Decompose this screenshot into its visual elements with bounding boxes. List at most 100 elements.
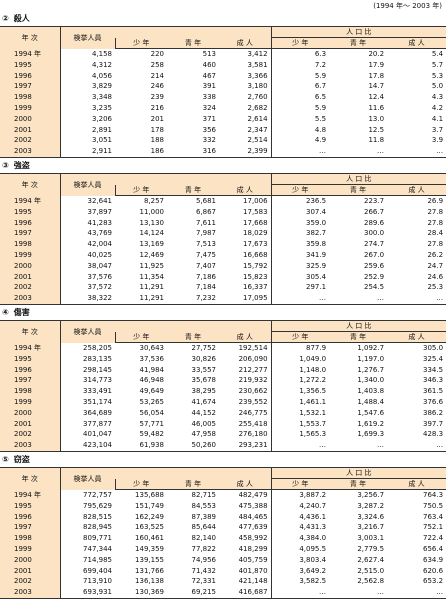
value-cell: 401,047 — [59, 429, 115, 441]
data-row: 2002 713,910 136,138 72,331 421,148 3,582.5 2,… — [0, 576, 446, 588]
year-cell: 1998 — [0, 92, 60, 103]
value-cell: 3,051 — [59, 135, 115, 147]
value-cell: 6,867 — [195, 207, 216, 216]
year-cell: 1995 — [0, 500, 60, 512]
value-cell: 1,461.1 — [270, 396, 330, 408]
value-cell: 71,432 — [191, 566, 217, 575]
value-cell: 57,771 — [139, 419, 165, 428]
year-cell: 1997 — [0, 81, 60, 93]
year-cell: 2001 — [0, 565, 60, 577]
year-cell: 1999 — [0, 396, 60, 408]
value-cell: 1,553.7 — [270, 418, 330, 430]
header-row: 年 次検挙人員 人 口 比 — [0, 320, 446, 343]
value-cell: 458,992 — [238, 534, 268, 543]
data-row: 2001 2,891 178 356 2,347 4.8 12.5 3.7 — [0, 124, 446, 136]
table-head: 年 次検挙人員人 口 比少 年青 年成 人少 年青 年成 人 — [0, 467, 446, 490]
value-cell: 333,491 — [59, 386, 115, 397]
value-cell: 5.4 — [431, 50, 444, 58]
value-cell: … — [387, 293, 446, 305]
header-cell: 少 年 — [114, 331, 167, 343]
value-cell: 3,581 — [247, 60, 268, 69]
value-cell: 27.8 — [427, 207, 444, 216]
value-cell: 220 — [150, 50, 164, 58]
value-cell: 254.5 — [363, 283, 385, 292]
data-row: 1999 40,025 12,469 7,475 16,668 341.9 267.0 26.… — [0, 249, 446, 261]
year-cell: 1998 — [0, 533, 60, 544]
header-cell: 青 年 — [167, 478, 219, 490]
header-cell: 成 人 — [387, 184, 446, 196]
year-cell: 2002 — [0, 429, 60, 441]
value-cell: 334.5 — [423, 365, 444, 374]
section-number: ③ — [2, 161, 9, 170]
value-cell: 7,513 — [195, 240, 216, 249]
value-cell: 3,003.1 — [357, 534, 385, 543]
value-cell: 135,688 — [135, 491, 164, 499]
value-cell: 4,240.7 — [270, 500, 330, 512]
value-cell: 59,482 — [139, 430, 165, 439]
value-cell: 297.1 — [270, 282, 330, 294]
value-cell: 5.5 — [270, 113, 330, 125]
value-cell: 259.6 — [363, 261, 385, 270]
data-row: 1997 3,829 246 391 3,180 6.7 14.7 5.0 — [0, 81, 446, 93]
value-cell: 43,769 — [59, 228, 115, 240]
header-cell: 成 人 — [387, 331, 446, 343]
year-cell: 2003 — [0, 146, 60, 158]
section-name: 窃盗 — [13, 455, 30, 464]
value-cell: 151,749 — [135, 501, 164, 510]
value-cell: 26.2 — [427, 250, 444, 259]
value-cell: 391 — [202, 82, 216, 91]
header-row: 年 次検挙人員 人 口 比 — [0, 467, 446, 490]
value-cell: 750.5 — [423, 501, 444, 510]
header-cell: 少 年 — [114, 478, 167, 490]
data-row: 2003 38,322 11,291 7,232 17,095……… — [0, 293, 446, 305]
value-cell: 214 — [150, 71, 164, 80]
year-cell: 2001 — [0, 124, 60, 136]
value-cell: 653.2 — [423, 577, 444, 586]
value-cell: 346.3 — [423, 376, 444, 385]
value-cell: 27.8 — [427, 240, 444, 249]
value-cell: … — [329, 293, 388, 305]
value-cell: 4,056 — [59, 70, 115, 82]
header-cell: 少 年 — [270, 331, 330, 343]
year-cell: 2003 — [0, 440, 60, 452]
value-cell: 37,572 — [59, 282, 115, 294]
value-cell: … — [270, 293, 330, 305]
table-body: 1994 年 258,205 30,643 27,752 192,514 877.9 1,0… — [0, 342, 446, 452]
value-cell: 49,649 — [139, 387, 165, 396]
value-cell: 1,092.7 — [357, 344, 385, 352]
data-row: 1994 年 32,641 8,257 5,681 17,006 236.5 223.7 26… — [0, 195, 446, 207]
value-cell: 421,148 — [238, 577, 268, 586]
value-cell: 713,910 — [59, 576, 115, 588]
value-cell: 1,148.0 — [270, 364, 330, 376]
data-row: 1996 41,283 13,130 7,611 17,668 359.0 289.6 27.… — [0, 217, 446, 229]
value-cell: 17.8 — [368, 71, 385, 80]
value-cell: 15,792 — [243, 261, 268, 270]
value-cell: 8,257 — [143, 197, 164, 205]
value-cell: 252.9 — [363, 272, 385, 281]
value-cell: 3.7 — [431, 125, 444, 134]
value-cell: 2,514 — [247, 136, 268, 145]
data-table: 年 次検挙人員人 口 比少 年青 年成 人少 年青 年成 人 1994 年 32,6… — [0, 173, 446, 305]
value-cell: 1,049.0 — [270, 353, 330, 365]
value-cell: 27,752 — [191, 344, 217, 352]
value-cell: 4,431.3 — [270, 522, 330, 534]
value-cell: 87,389 — [191, 512, 217, 521]
value-cell: 2,562.8 — [357, 577, 385, 586]
value-cell: 38,295 — [191, 387, 217, 396]
value-cell: 12.5 — [368, 125, 385, 134]
value-cell: 24.6 — [427, 272, 444, 281]
year-cell: 2000 — [0, 554, 60, 566]
value-cell: 293,231 — [219, 440, 272, 452]
year-cell: 1994 年 — [0, 342, 60, 354]
value-cell: 693,931 — [59, 587, 115, 599]
year-cell: 1997 — [0, 522, 60, 534]
header-cell: 青 年 — [167, 184, 219, 196]
value-cell: 418,299 — [238, 544, 268, 553]
year-cell: 2000 — [0, 113, 60, 125]
value-cell: 359.0 — [270, 217, 330, 229]
value-cell: 359.8 — [270, 239, 330, 250]
year-cell: 1995 — [0, 59, 60, 71]
